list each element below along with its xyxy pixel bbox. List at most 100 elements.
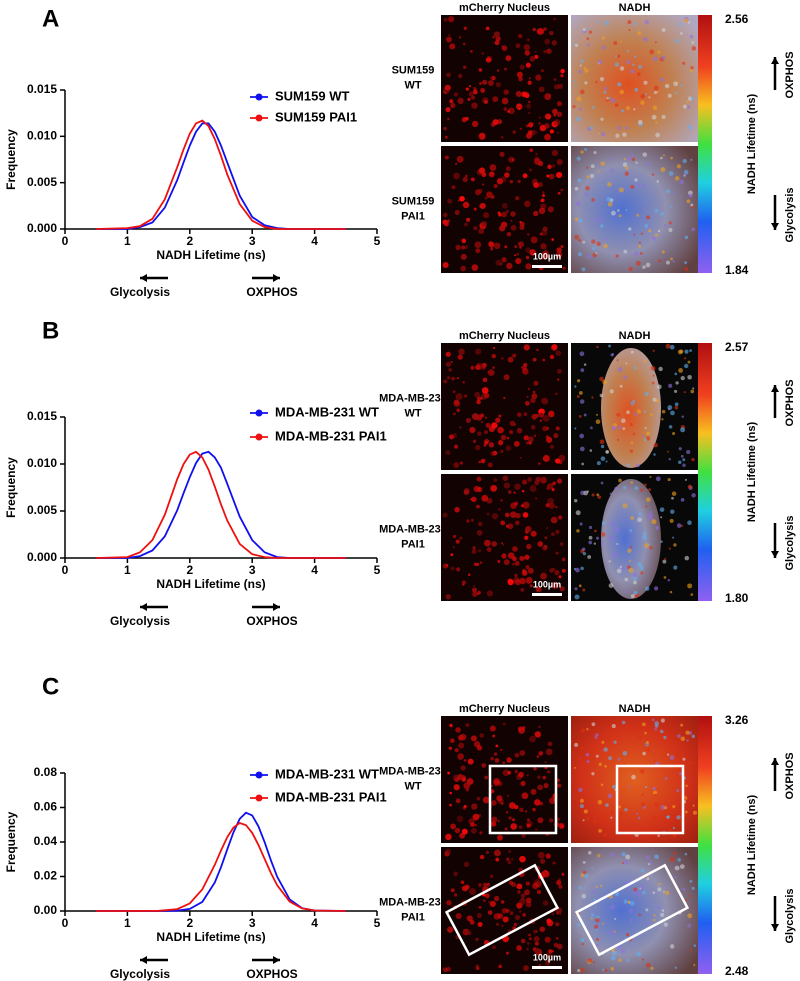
nadh-speckle bbox=[692, 810, 698, 815]
nadh-speckle bbox=[659, 77, 664, 82]
nucleus-dot bbox=[444, 84, 451, 91]
nucleus-dot bbox=[529, 148, 534, 153]
nadh-speckle bbox=[646, 877, 650, 881]
y-tick-label: 0.02 bbox=[34, 869, 58, 883]
nucleus-dot bbox=[521, 792, 529, 800]
nucleus-dot bbox=[561, 568, 566, 573]
nucleus-dot bbox=[506, 757, 512, 763]
legend-marker bbox=[255, 114, 263, 122]
nucleus-dot bbox=[524, 200, 531, 208]
nucleus-dot bbox=[442, 512, 448, 518]
nadh-speckle bbox=[675, 38, 680, 44]
nucleus-dot bbox=[514, 579, 521, 586]
nucleus-dot bbox=[460, 265, 466, 272]
nadh-speckle bbox=[591, 493, 595, 497]
nucleus-dot bbox=[492, 734, 496, 738]
nucleus-dot bbox=[539, 926, 546, 932]
nucleus-dot bbox=[512, 556, 517, 562]
nadh-speckle bbox=[676, 815, 681, 820]
nadh-speckle bbox=[574, 186, 579, 191]
nucleus-dot bbox=[459, 733, 467, 741]
nadh-speckle bbox=[607, 182, 612, 187]
nadh-speckle bbox=[641, 535, 647, 540]
nadh-speckle bbox=[609, 810, 614, 815]
nadh-speckle bbox=[621, 109, 625, 113]
nucleus-dot bbox=[472, 813, 480, 821]
nadh-speckle bbox=[616, 359, 619, 362]
nadh-speckle bbox=[580, 746, 584, 750]
nadh-speckle bbox=[661, 27, 666, 32]
nucleus-dot bbox=[527, 233, 530, 236]
annotation: Glycolysis bbox=[110, 285, 170, 299]
nucleus-dot bbox=[519, 127, 522, 130]
nadh-speckle bbox=[660, 211, 665, 216]
nucleus-dot bbox=[475, 964, 480, 969]
x-tick-label: 5 bbox=[374, 916, 381, 930]
nadh-speckle bbox=[590, 426, 593, 430]
nadh-speckle bbox=[636, 892, 641, 897]
nucleus-dot bbox=[500, 520, 506, 526]
nadh-speckle bbox=[625, 165, 629, 170]
nucleus-dot bbox=[479, 733, 485, 738]
nadh-speckle bbox=[623, 899, 628, 904]
nadh-speckle bbox=[661, 409, 666, 414]
nucleus-dot bbox=[488, 80, 494, 86]
nadh-speckle bbox=[585, 185, 590, 191]
nucleus-dot bbox=[460, 880, 465, 885]
x-tick-label: 4 bbox=[311, 563, 318, 577]
nadh-speckle bbox=[622, 427, 626, 431]
nadh-speckle bbox=[595, 419, 601, 425]
nadh-speckle bbox=[686, 739, 689, 742]
nucleus-dot bbox=[521, 568, 527, 574]
nucleus-dot bbox=[515, 196, 520, 201]
nucleus-dot bbox=[478, 132, 486, 140]
nadh-speckle bbox=[637, 735, 642, 740]
nadh-speckle bbox=[620, 40, 623, 43]
row-label: WT bbox=[404, 780, 421, 792]
nucleus-dot bbox=[447, 117, 450, 121]
nucleus-dot bbox=[506, 436, 510, 440]
nucleus-dot bbox=[450, 102, 456, 109]
nadh-speckle bbox=[640, 232, 644, 235]
nucleus-dot bbox=[522, 512, 529, 518]
nucleus-dot bbox=[544, 133, 551, 141]
nadh-speckle bbox=[578, 885, 582, 890]
nucleus-dot bbox=[504, 512, 510, 518]
nucleus-dot bbox=[466, 519, 470, 523]
nadh-speckle bbox=[651, 114, 657, 120]
nucleus-dot bbox=[482, 377, 488, 383]
nucleus-dot bbox=[486, 512, 490, 516]
nucleus-dot bbox=[483, 430, 488, 435]
nadh-speckle bbox=[574, 742, 579, 748]
nucleus-dot bbox=[513, 440, 520, 447]
nucleus-dot bbox=[517, 412, 522, 417]
nucleus-dot bbox=[501, 202, 508, 209]
nadh-speckle bbox=[588, 525, 593, 530]
arrow-head bbox=[771, 924, 779, 931]
nadh-speckle bbox=[666, 189, 671, 194]
nadh-speckle bbox=[578, 391, 583, 395]
nadh-speckle bbox=[588, 540, 593, 545]
nucleus-dot bbox=[540, 243, 547, 250]
nucleus-dot bbox=[448, 16, 455, 23]
nadh-speckle bbox=[610, 98, 616, 103]
nucleus-dot bbox=[471, 587, 478, 593]
nucleus-dot bbox=[529, 584, 533, 588]
nucleus-dot bbox=[490, 484, 498, 492]
nadh-speckle bbox=[603, 90, 607, 94]
nucleus-dot bbox=[497, 559, 501, 563]
line bbox=[96, 450, 346, 559]
nucleus-dot bbox=[561, 557, 566, 562]
nadh-speckle bbox=[579, 446, 585, 452]
nadh-speckle bbox=[588, 535, 593, 540]
nucleus-dot bbox=[541, 870, 547, 877]
nadh-speckle bbox=[586, 490, 589, 493]
colorbar-min: 1.80 bbox=[725, 591, 749, 605]
nadh-speckle bbox=[661, 55, 666, 61]
nucleus-dot bbox=[551, 912, 555, 916]
nadh-speckle bbox=[608, 158, 611, 161]
nucleus-dot bbox=[531, 413, 538, 420]
nucleus-dot bbox=[456, 377, 459, 380]
nadh-speckle bbox=[574, 217, 579, 221]
nucleus-dot bbox=[521, 725, 526, 730]
